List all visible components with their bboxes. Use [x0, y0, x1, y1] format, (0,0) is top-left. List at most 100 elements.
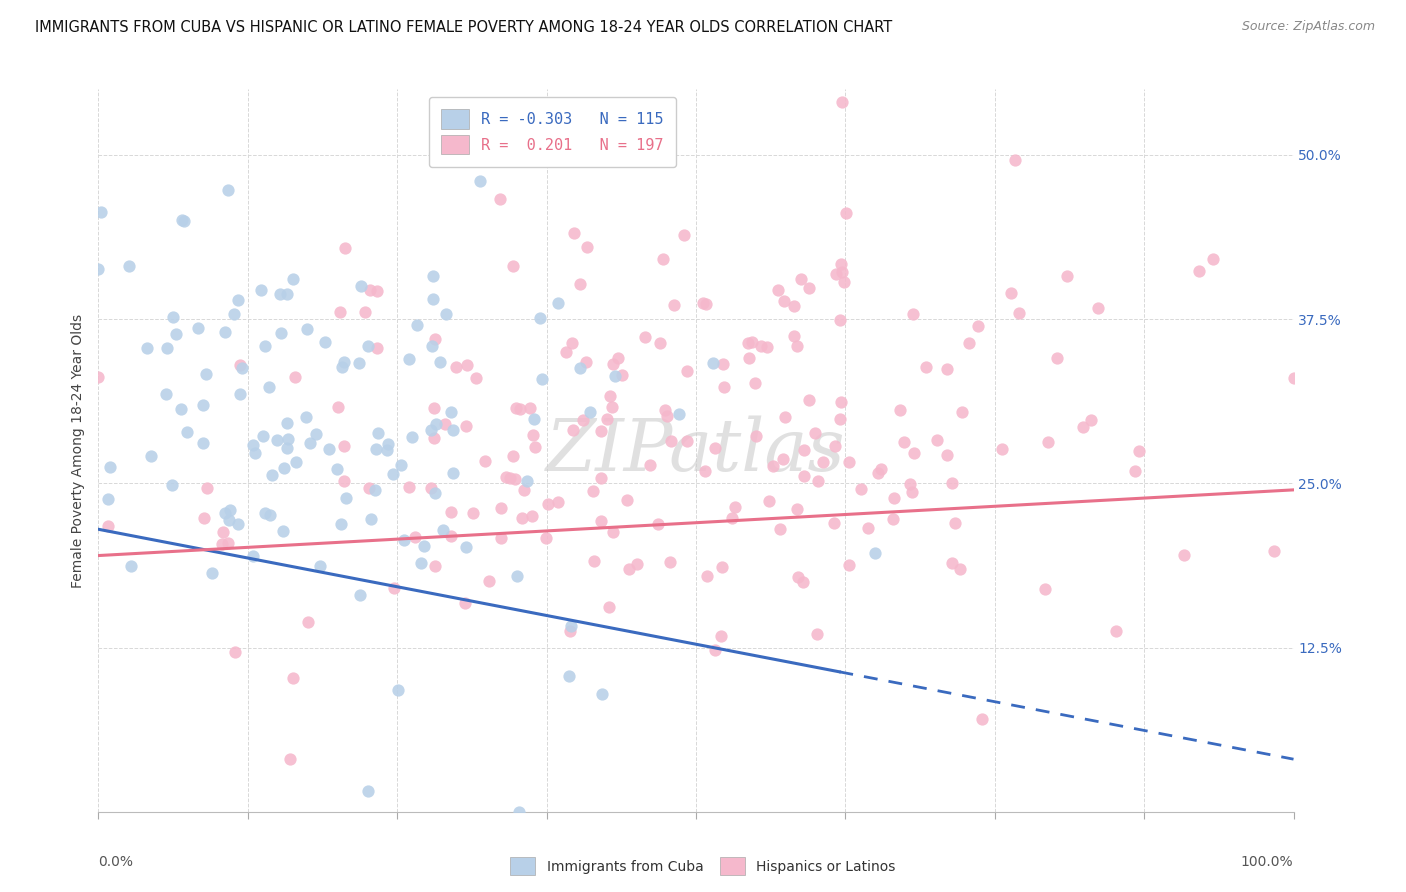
Point [509, 401, 531, 416]
Point [139, 449, 162, 463]
Point [425, 559, 447, 574]
Point [766, 283, 789, 297]
Point [901, 307, 924, 321]
Point [1201, 252, 1223, 267]
Point [831, 265, 853, 279]
Point [218, 513, 240, 527]
Point [285, 455, 308, 469]
Text: Source: ZipAtlas.com: Source: ZipAtlas.com [1241, 20, 1375, 33]
Point [214, 506, 236, 520]
Point [529, 310, 551, 325]
Point [925, 433, 948, 447]
Point [659, 434, 682, 449]
Point [299, 436, 322, 450]
Point [224, 645, 246, 659]
Point [156, 341, 179, 355]
Point [242, 549, 264, 563]
Legend: Immigrants from Cuba, Hispanics or Latinos: Immigrants from Cuba, Hispanics or Latin… [505, 852, 901, 880]
Point [1000, 286, 1022, 301]
Point [970, 712, 993, 726]
Point [838, 558, 860, 573]
Point [1188, 264, 1211, 278]
Point [900, 477, 922, 491]
Point [634, 330, 657, 344]
Point [555, 344, 578, 359]
Point [87, 262, 110, 277]
Point [187, 321, 209, 335]
Point [1008, 306, 1031, 320]
Point [441, 466, 464, 480]
Point [250, 283, 273, 297]
Point [756, 340, 779, 354]
Point [273, 461, 295, 475]
Point [382, 467, 405, 482]
Point [889, 403, 911, 417]
Point [173, 213, 195, 227]
Point [305, 427, 328, 442]
Point [377, 437, 399, 451]
Point [425, 486, 447, 500]
Point [668, 407, 690, 421]
Point [562, 423, 585, 437]
Point [499, 471, 522, 485]
Point [160, 478, 183, 492]
Point [329, 305, 352, 319]
Point [868, 467, 890, 481]
Point [357, 481, 380, 495]
Point [1123, 464, 1146, 478]
Point [419, 481, 441, 495]
Point [789, 272, 811, 286]
Point [97, 492, 120, 507]
Point [170, 213, 193, 227]
Point [519, 401, 541, 415]
Point [893, 434, 915, 449]
Point [423, 430, 446, 444]
Point [330, 516, 353, 531]
Point [453, 596, 475, 610]
Point [191, 435, 214, 450]
Point [419, 423, 441, 437]
Point [228, 358, 250, 372]
Point [576, 240, 599, 254]
Point [271, 524, 294, 538]
Point [1080, 412, 1102, 426]
Point [824, 439, 846, 453]
Point [941, 556, 963, 570]
Point [599, 389, 621, 403]
Point [276, 287, 298, 301]
Point [835, 206, 858, 220]
Point [387, 683, 409, 698]
Point [506, 568, 529, 582]
Point [281, 672, 304, 686]
Point [516, 474, 538, 488]
Point [807, 474, 830, 488]
Point [562, 226, 585, 240]
Point [838, 455, 860, 469]
Point [155, 387, 177, 401]
Point [602, 524, 624, 539]
Point [392, 533, 415, 547]
Point [560, 619, 582, 633]
Point [456, 540, 478, 554]
Point [489, 531, 512, 545]
Point [409, 556, 432, 570]
Point [281, 271, 304, 285]
Point [510, 511, 533, 525]
Point [915, 359, 938, 374]
Point [831, 95, 853, 110]
Point [704, 643, 727, 657]
Point [672, 228, 695, 243]
Point [211, 525, 233, 540]
Point [333, 439, 356, 453]
Point [786, 339, 808, 353]
Point [461, 506, 484, 520]
Point [508, 805, 530, 819]
Point [364, 483, 387, 497]
Point [530, 372, 553, 386]
Point [883, 491, 905, 505]
Point [870, 462, 893, 476]
Point [425, 417, 447, 432]
Point [547, 495, 569, 509]
Point [217, 183, 239, 197]
Point [87, 369, 110, 384]
